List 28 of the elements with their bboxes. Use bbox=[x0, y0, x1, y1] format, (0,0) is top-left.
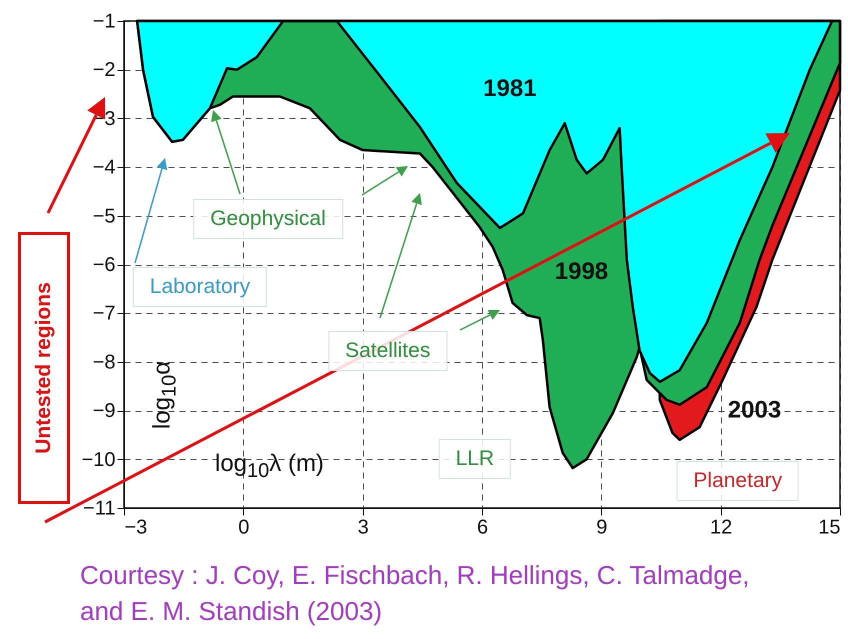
x-tick-label: 12 bbox=[710, 516, 732, 538]
y-tick-label: −11 bbox=[83, 498, 116, 520]
y-tick-label: −2 bbox=[92, 59, 116, 82]
text: Courtesy : J. Coy, E. Fischbach, R. Hellings, C. Talmadge, and E. M. Standish (2003) bbox=[80, 559, 751, 628]
y-tick-label: −8 bbox=[92, 351, 116, 374]
y-tick-label: −7 bbox=[92, 302, 116, 325]
x-tick-label: 15 bbox=[818, 516, 840, 538]
y-tick-label: −1 bbox=[92, 10, 116, 32]
annotation: Geophysical bbox=[193, 199, 343, 240]
annotation: LLR bbox=[438, 439, 512, 480]
y-tick-label: −9 bbox=[92, 400, 116, 422]
annotation: Laboratory bbox=[132, 266, 268, 307]
series-label: 2003 bbox=[728, 396, 782, 424]
y-tick-label: −4 bbox=[92, 156, 116, 179]
series-label: 1981 bbox=[483, 75, 537, 102]
x-axis-title: log$_{10}$λ (m) bbox=[215, 450, 324, 483]
text: Untested regions bbox=[32, 282, 56, 454]
x-tick-label: 9 bbox=[596, 516, 608, 538]
x-tick-label: 0 bbox=[238, 516, 250, 538]
x-tick-label: 3 bbox=[358, 516, 369, 538]
x-tick-label: 6 bbox=[476, 516, 488, 538]
y-tick-label: −5 bbox=[92, 205, 116, 228]
annotation: Planetary bbox=[676, 461, 800, 502]
x-tick-label: −3 bbox=[124, 516, 148, 538]
series-label: 1998 bbox=[554, 258, 608, 285]
y-tick-label: −10 bbox=[82, 448, 116, 471]
annotation: Satellites bbox=[328, 331, 448, 372]
y-tick-label: −6 bbox=[92, 254, 116, 276]
